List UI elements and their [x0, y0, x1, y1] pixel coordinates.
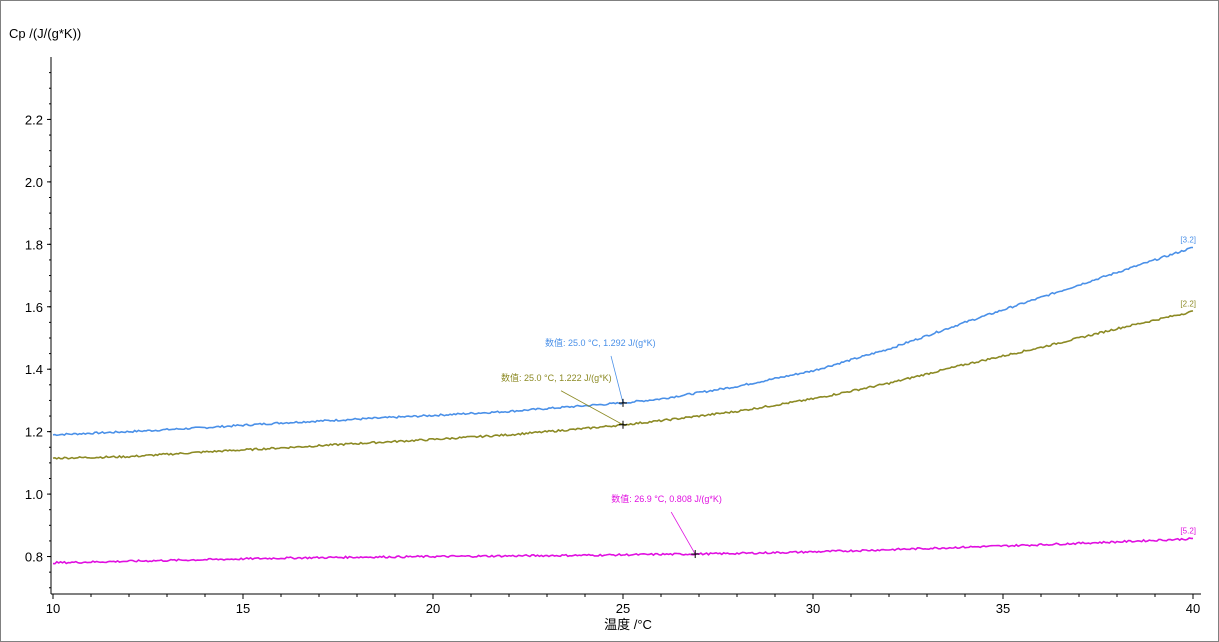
y-tick-label: 2.2: [25, 112, 43, 127]
x-tick-label: 25: [616, 601, 630, 616]
x-tick-label: 15: [236, 601, 250, 616]
annotations-group: 数值: 25.0 °C, 1.292 J/(g*K) 数值: 25.0 °C, 1…: [501, 337, 722, 559]
y-tick-label: 1.8: [25, 237, 43, 252]
y-tick-label: 1.0: [25, 487, 43, 502]
axes: 0.8 1.0 1.2 1.4 1.6 1.8 2.0 2.2 10 15 20 25 30 35 40: [25, 57, 1201, 616]
annotation-label: 数值: 25.0 °C, 1.292 J/(g*K): [545, 337, 656, 348]
y-axis-label: Cp /(J/(g*K)): [9, 26, 81, 41]
series-line: [52, 537, 1194, 565]
x-tick-label: 35: [996, 601, 1010, 616]
series-end-label: [5.2]: [1180, 527, 1196, 536]
y-tick-label: 1.6: [25, 300, 43, 315]
series-group: [3.2] [2.2] [5.2]: [52, 235, 1196, 565]
y-tick-label: 0.8: [25, 550, 43, 565]
x-tick-label: 40: [1186, 601, 1200, 616]
annotation-label: 数值: 25.0 °C, 1.222 J/(g*K): [501, 372, 612, 383]
x-tick-label: 10: [46, 601, 60, 616]
series-end-label: [2.2]: [1180, 299, 1196, 308]
x-tick-label: 30: [806, 601, 820, 616]
annotation-leader: [670, 511, 696, 555]
annotation-label: 数值: 26.9 °C, 0.808 J/(g*K): [611, 493, 722, 504]
series-line: [52, 310, 1194, 460]
y-tick-label: 1.2: [25, 425, 43, 440]
annotation-leader: [610, 355, 624, 404]
y-tick-label: 1.4: [25, 362, 43, 377]
x-axis-label: 温度 /°C: [604, 617, 652, 632]
annotation-leader: [560, 390, 624, 426]
y-tick-label: 2.0: [25, 175, 43, 190]
series-end-label: [3.2]: [1180, 235, 1196, 244]
x-tick-label: 20: [426, 601, 440, 616]
